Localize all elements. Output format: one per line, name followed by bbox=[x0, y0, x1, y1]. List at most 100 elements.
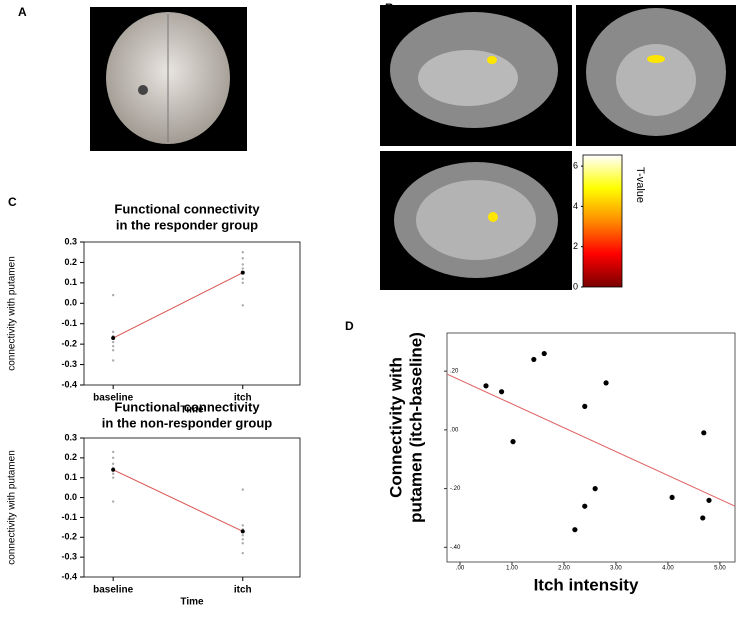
y-axis-label: Connectivity with bbox=[386, 357, 405, 498]
y-tick-label: 0.0 bbox=[64, 492, 77, 502]
x-tick-label: .00 bbox=[456, 566, 465, 572]
individual-point bbox=[111, 476, 115, 479]
x-tick-label: baseline bbox=[93, 393, 133, 404]
individual-point bbox=[241, 304, 244, 307]
y-tick-label: 0.1 bbox=[64, 277, 77, 287]
mean-line bbox=[112, 272, 243, 339]
data-point bbox=[582, 503, 588, 509]
y-axis-label: connectivity with putamen bbox=[7, 256, 18, 371]
data-point bbox=[582, 403, 588, 409]
panel-label: A bbox=[18, 5, 27, 19]
y-tick-label: 0.3 bbox=[64, 236, 77, 246]
y-tick-label: 0.0 bbox=[64, 298, 77, 308]
fit-line bbox=[446, 373, 736, 507]
individual-point bbox=[111, 349, 115, 352]
x-tick-label: 3.00 bbox=[610, 566, 622, 572]
individual-point bbox=[241, 542, 244, 545]
individual-point bbox=[111, 462, 115, 466]
panel-label: D bbox=[345, 319, 354, 333]
individual-point bbox=[111, 340, 115, 344]
y-tick-label: -0.4 bbox=[61, 379, 77, 389]
data-point bbox=[572, 527, 578, 533]
x-tick-label: 5.00 bbox=[714, 566, 726, 572]
y-tick-label: 0.2 bbox=[64, 257, 77, 267]
data-point bbox=[541, 350, 547, 357]
chart-title: in the non-responder group bbox=[102, 415, 272, 430]
activation-blob bbox=[487, 56, 497, 64]
y-tick-label: -0.2 bbox=[61, 532, 77, 542]
individual-point bbox=[241, 267, 244, 270]
activation-blob bbox=[488, 212, 498, 222]
individual-point bbox=[241, 281, 244, 285]
data-point bbox=[603, 380, 609, 386]
individual-point bbox=[241, 524, 244, 527]
y-tick-label: -0.4 bbox=[61, 571, 77, 581]
plot-frame bbox=[446, 332, 736, 563]
mean-point bbox=[240, 529, 245, 534]
x-axis-label: Time bbox=[180, 405, 204, 416]
individual-point bbox=[241, 551, 244, 555]
x-tick-label: itch bbox=[234, 585, 252, 596]
individual-point bbox=[111, 330, 115, 334]
y-tick-label: -0.2 bbox=[61, 339, 77, 349]
individual-point bbox=[111, 359, 115, 362]
y-axis-label: connectivity with putamen bbox=[7, 450, 18, 565]
x-tick-label: baseline bbox=[93, 585, 133, 596]
y-tick-label: -0.1 bbox=[61, 318, 77, 328]
panel-label: C bbox=[8, 195, 17, 209]
individual-point bbox=[241, 534, 244, 537]
individual-point bbox=[111, 500, 115, 503]
y-tick-label: -.20 bbox=[450, 486, 461, 492]
y-tick-label: 0.2 bbox=[64, 452, 77, 462]
mean-point bbox=[111, 467, 116, 472]
data-point bbox=[592, 486, 598, 492]
data-point bbox=[531, 356, 537, 363]
chart-title: Functional connectivity bbox=[114, 201, 260, 216]
colorbar-tick-label: 4 bbox=[573, 201, 578, 211]
coronal-tissue bbox=[616, 44, 696, 116]
individual-point bbox=[111, 456, 115, 460]
individual-point bbox=[241, 263, 244, 266]
x-axis-label: Time bbox=[180, 597, 204, 608]
data-point bbox=[701, 430, 707, 436]
individual-point bbox=[111, 472, 115, 475]
colorbar-tick-label: 6 bbox=[573, 160, 578, 170]
data-point bbox=[706, 497, 712, 503]
individual-point bbox=[241, 257, 244, 260]
colorbar-tick-label: 0 bbox=[573, 281, 578, 291]
colorbar bbox=[582, 154, 623, 288]
mean-point bbox=[111, 336, 116, 341]
x-tick-label: 1.00 bbox=[506, 566, 518, 572]
y-tick-label: .00 bbox=[450, 427, 459, 433]
y-axis-label: putamen (itch-baseline) bbox=[406, 332, 425, 523]
chart-title: Functional connectivity bbox=[114, 399, 260, 414]
y-tick-label: -.40 bbox=[450, 545, 461, 551]
data-point bbox=[700, 515, 706, 521]
axial-tissue bbox=[416, 180, 536, 260]
colorbar-label: T-value bbox=[634, 167, 646, 203]
colorbar-tick-label: 2 bbox=[573, 241, 578, 251]
x-tick-label: itch bbox=[234, 393, 252, 404]
data-point bbox=[483, 383, 489, 389]
x-axis-label: Itch intensity bbox=[534, 575, 639, 594]
y-tick-label: -0.3 bbox=[61, 552, 77, 562]
individual-point bbox=[241, 488, 244, 491]
individual-point bbox=[241, 277, 244, 280]
individual-point bbox=[111, 450, 115, 454]
x-tick-label: 4.00 bbox=[662, 566, 674, 572]
individual-point bbox=[241, 538, 244, 541]
y-tick-label: .20 bbox=[450, 369, 459, 375]
mean-point bbox=[240, 270, 245, 275]
data-point bbox=[498, 389, 505, 395]
y-tick-label: -0.3 bbox=[61, 359, 77, 369]
individual-point bbox=[111, 293, 115, 297]
y-tick-label: -0.1 bbox=[61, 512, 77, 522]
brain-seed bbox=[138, 85, 148, 95]
individual-point bbox=[241, 251, 244, 254]
individual-point bbox=[111, 344, 115, 348]
data-point bbox=[510, 439, 516, 445]
sagittal-tissue bbox=[418, 50, 518, 106]
y-tick-label: 0.3 bbox=[64, 432, 77, 442]
y-tick-label: 0.1 bbox=[64, 472, 77, 482]
